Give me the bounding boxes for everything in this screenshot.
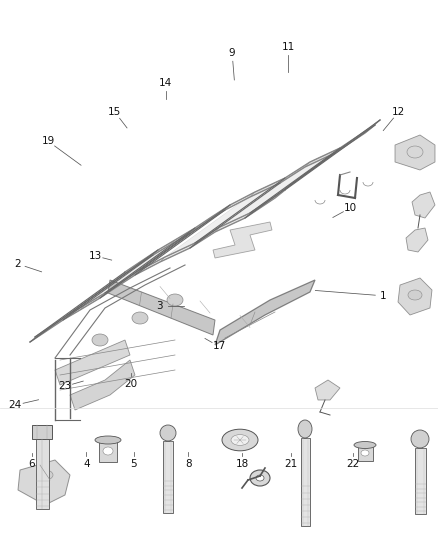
Polygon shape: [108, 280, 215, 335]
Text: 3: 3: [156, 302, 163, 311]
Text: 2: 2: [14, 259, 21, 269]
Polygon shape: [395, 135, 435, 170]
Bar: [99, 440, 117, 462]
Polygon shape: [135, 250, 158, 267]
Bar: [32, 425, 52, 439]
Polygon shape: [215, 280, 315, 345]
Ellipse shape: [95, 436, 121, 444]
Polygon shape: [225, 192, 255, 210]
Text: 13: 13: [88, 251, 102, 261]
Text: 22: 22: [346, 459, 359, 469]
Text: 8: 8: [185, 459, 192, 469]
Polygon shape: [190, 227, 220, 248]
Text: 24: 24: [9, 400, 22, 410]
Polygon shape: [120, 205, 230, 283]
Polygon shape: [120, 262, 140, 277]
Ellipse shape: [231, 434, 249, 446]
Polygon shape: [280, 162, 310, 183]
Polygon shape: [398, 278, 432, 315]
Polygon shape: [315, 380, 340, 400]
Polygon shape: [45, 315, 68, 332]
Bar: [163, 441, 173, 513]
Polygon shape: [205, 205, 230, 223]
Ellipse shape: [103, 447, 113, 455]
Polygon shape: [275, 185, 290, 198]
Bar: [357, 445, 372, 461]
Polygon shape: [160, 243, 195, 262]
Ellipse shape: [92, 334, 108, 346]
Polygon shape: [165, 178, 285, 257]
Polygon shape: [220, 148, 340, 227]
Polygon shape: [50, 250, 158, 327]
Text: 21: 21: [285, 459, 298, 469]
Polygon shape: [245, 193, 280, 218]
Polygon shape: [18, 460, 70, 505]
Ellipse shape: [256, 475, 264, 481]
Ellipse shape: [37, 470, 53, 480]
Text: 6: 6: [28, 459, 35, 469]
Text: 1: 1: [380, 291, 387, 301]
Polygon shape: [80, 293, 105, 310]
Text: 17: 17: [212, 342, 226, 351]
Text: 15: 15: [108, 107, 121, 117]
Polygon shape: [135, 257, 165, 275]
Ellipse shape: [354, 441, 376, 448]
Polygon shape: [85, 228, 195, 305]
Ellipse shape: [250, 470, 270, 486]
Polygon shape: [30, 327, 50, 342]
Polygon shape: [406, 228, 428, 252]
Polygon shape: [70, 360, 135, 410]
Polygon shape: [55, 340, 130, 385]
Ellipse shape: [411, 430, 429, 448]
Polygon shape: [63, 305, 85, 320]
Text: 10: 10: [344, 203, 357, 213]
Polygon shape: [213, 222, 272, 258]
Text: 19: 19: [42, 136, 55, 146]
Ellipse shape: [407, 146, 423, 158]
Ellipse shape: [361, 450, 369, 456]
Text: 11: 11: [282, 42, 295, 52]
Polygon shape: [153, 240, 175, 255]
Text: 18: 18: [236, 459, 249, 469]
Ellipse shape: [408, 290, 422, 300]
Text: 12: 12: [392, 107, 405, 117]
Polygon shape: [115, 270, 140, 288]
Polygon shape: [365, 120, 380, 133]
Ellipse shape: [298, 420, 312, 438]
Ellipse shape: [132, 312, 148, 324]
Bar: [414, 448, 425, 514]
Polygon shape: [305, 148, 340, 167]
Bar: [35, 439, 49, 509]
Text: 4: 4: [83, 459, 90, 469]
Text: 5: 5: [130, 459, 137, 469]
Ellipse shape: [160, 425, 176, 441]
Polygon shape: [280, 120, 380, 193]
Text: 20: 20: [124, 379, 137, 389]
Ellipse shape: [167, 294, 183, 306]
Polygon shape: [215, 213, 250, 232]
Text: 9: 9: [229, 49, 236, 58]
Polygon shape: [170, 228, 195, 245]
Polygon shape: [190, 218, 210, 233]
Polygon shape: [335, 128, 370, 153]
Text: 14: 14: [159, 78, 172, 87]
Text: 23: 23: [58, 382, 71, 391]
Polygon shape: [100, 283, 120, 298]
Ellipse shape: [222, 429, 258, 451]
Bar: [300, 438, 310, 526]
Polygon shape: [250, 178, 285, 197]
Polygon shape: [412, 192, 435, 218]
